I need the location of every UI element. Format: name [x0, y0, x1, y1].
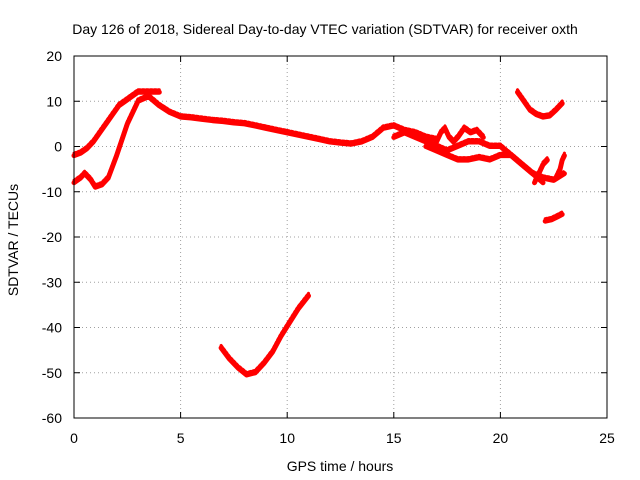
y-tick-label: -30 — [42, 274, 62, 290]
series-line-track-b — [71, 94, 439, 190]
grid — [74, 56, 607, 418]
series-band-track-f — [516, 88, 564, 117]
series-band-track-d — [424, 142, 545, 182]
series-band-track-j — [219, 291, 310, 374]
series-band-track-i — [543, 210, 564, 221]
series-band-track-b — [72, 92, 438, 187]
series-line-track-d — [423, 144, 546, 186]
x-axis-label: GPS time / hours — [287, 458, 394, 474]
plot-series — [71, 88, 567, 378]
x-tick-label: 20 — [493, 430, 509, 446]
series-band-track-e — [434, 124, 485, 141]
x-tick-label: 25 — [599, 430, 615, 446]
x-tick-label: 10 — [279, 430, 295, 446]
plot-frame — [73, 55, 608, 419]
y-tick-label: -40 — [42, 320, 62, 336]
y-tick-label: -10 — [42, 184, 62, 200]
x-tick-label: 0 — [70, 430, 78, 446]
y-tick-label: -60 — [42, 410, 62, 426]
series-band-track-a — [72, 88, 161, 155]
y-tick-label: 10 — [46, 93, 62, 109]
chart-title: Day 126 of 2018, Sidereal Day-to-day VTE… — [72, 21, 578, 37]
x-tick-label: 15 — [386, 430, 402, 446]
series-band-track-h — [554, 151, 566, 178]
y-tick-label: 0 — [54, 139, 62, 155]
x-tick-label: 5 — [177, 430, 185, 446]
y-tick-label: 20 — [46, 48, 62, 64]
axis-ticks: 0 5 10 15 20 25 20 10 0 -10 -20 -30 -40 -50 -60 — [42, 48, 615, 446]
y-axis-label: SDTVAR / TECUs — [5, 184, 21, 296]
series-band-track-g — [533, 156, 549, 182]
series-line-track-f — [515, 89, 565, 120]
series-line-track-e — [433, 125, 486, 145]
y-tick-label: -20 — [42, 229, 62, 245]
y-tick-label: -50 — [42, 365, 62, 381]
series-line-track-i — [542, 211, 565, 224]
